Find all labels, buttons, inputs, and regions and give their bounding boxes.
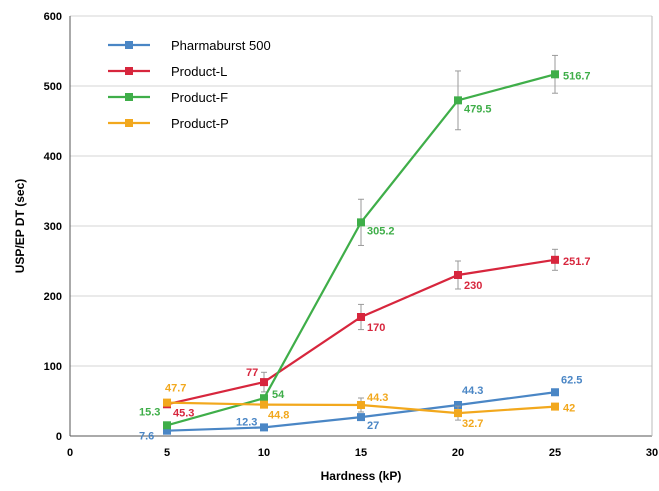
data-label: 12.3	[236, 416, 257, 428]
x-tick-label: 10	[258, 447, 270, 459]
y-tick-label: 500	[44, 81, 62, 93]
data-label: 54	[272, 389, 285, 401]
data-point	[551, 403, 559, 411]
y-tick-label: 400	[44, 151, 62, 163]
data-point	[357, 413, 365, 421]
y-axis-title: USP/EP DT (sec)	[13, 179, 27, 273]
data-label: 516.7	[563, 70, 591, 82]
x-tick-label: 25	[549, 447, 561, 459]
data-label: 479.5	[464, 103, 492, 115]
legend-label: Product-L	[171, 64, 227, 79]
legend-swatch-marker	[125, 119, 133, 127]
data-label: 44.3	[462, 385, 483, 397]
legend-label: Product-F	[171, 90, 228, 105]
y-tick-label: 600	[44, 11, 62, 23]
legend-item: Product-F	[108, 90, 228, 105]
data-point	[260, 401, 268, 409]
legend-item: Pharmaburst 500	[108, 38, 271, 53]
data-label: 44.3	[367, 392, 388, 404]
legend-swatch-marker	[125, 41, 133, 49]
data-point	[454, 409, 462, 417]
series: 7.612.3 2744.362.545.377170230251.715.354…	[139, 55, 591, 442]
data-label: 47.7	[165, 383, 186, 395]
y-tick-label: 0	[56, 431, 62, 443]
y-tick-label: 300	[44, 221, 62, 233]
data-label: 27	[367, 420, 379, 432]
data-label: 170	[367, 322, 385, 334]
x-tick-label: 5	[164, 447, 170, 459]
data-point	[551, 256, 559, 264]
data-point	[357, 218, 365, 226]
y-tick-label: 200	[44, 291, 62, 303]
x-tick-label: 30	[646, 447, 658, 459]
data-point	[454, 271, 462, 279]
data-point	[357, 401, 365, 409]
data-label: 251.7	[563, 256, 591, 268]
x-tick-label: 15	[355, 447, 367, 459]
x-tick-label: 0	[67, 447, 73, 459]
data-point	[357, 313, 365, 321]
data-label: 32.7	[462, 418, 483, 430]
legend-item: Product-L	[108, 64, 227, 79]
data-label: 305.2	[367, 225, 395, 237]
x-tick-label: 20	[452, 447, 464, 459]
data-label: 42	[563, 403, 575, 415]
x-tick-labels: 0 5 10 15 20 25 30	[67, 447, 658, 459]
data-point	[454, 96, 462, 104]
data-point	[163, 399, 171, 407]
data-point	[551, 388, 559, 396]
data-point	[163, 421, 171, 429]
data-label: 77	[246, 367, 258, 379]
data-point	[260, 378, 268, 386]
legend-swatch-marker	[125, 67, 133, 75]
legend: Pharmaburst 500 Product-L Product-F Product…	[108, 38, 271, 131]
y-tick-labels: 0 100 200 300 400 500 600	[44, 11, 62, 443]
series-line	[167, 260, 555, 404]
data-point	[260, 423, 268, 431]
data-label: 230	[464, 280, 482, 292]
data-label: 15.3	[139, 406, 160, 418]
x-axis-title: Hardness (kP)	[321, 469, 402, 483]
data-label: 62.5	[561, 374, 582, 386]
legend-swatch-marker	[125, 93, 133, 101]
data-label: 7.6	[139, 431, 154, 443]
data-point	[551, 70, 559, 78]
series-product-f: 15.3 54 305.2 479.5 516.7	[139, 55, 591, 429]
legend-label: Product-P	[171, 116, 229, 131]
legend-label: Pharmaburst 500	[171, 38, 271, 53]
legend-item: Product-P	[108, 116, 229, 131]
data-label: 44.8	[268, 410, 289, 422]
y-tick-label: 100	[44, 361, 62, 373]
